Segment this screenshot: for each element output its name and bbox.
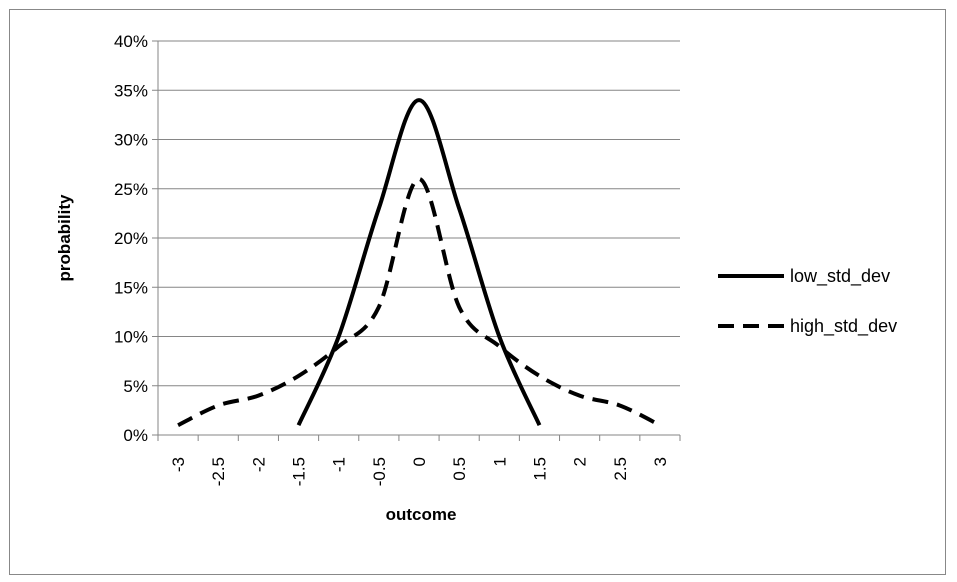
x-tick-label: 0.5	[450, 457, 469, 481]
y-tick-label: 30%	[114, 131, 148, 150]
y-tick-label: 15%	[114, 278, 148, 297]
x-tick-label: 0	[410, 457, 429, 466]
x-tick-label: 1.5	[530, 457, 549, 481]
x-axis-title: outcome	[386, 505, 457, 524]
y-tick-label: 10%	[114, 328, 148, 347]
series-lines	[177, 98, 661, 427]
gridlines	[152, 40, 680, 436]
y-tick-label: 40%	[114, 32, 148, 51]
legend-label: high_std_dev	[790, 316, 897, 337]
x-tick-label: 2.5	[611, 457, 630, 481]
y-axis-title: probability	[55, 194, 74, 281]
y-tick-label: 5%	[123, 377, 148, 396]
x-tick-label: 3	[651, 457, 670, 466]
series-line-high-std-dev	[177, 176, 661, 427]
x-tick-label: 1	[490, 457, 509, 466]
x-tick-label: 2	[571, 457, 590, 466]
x-tick-labels: -3 -2.5 -2 -1.5 -1 -0.5 0 0.5 1 1.5 2 2.5 3	[169, 457, 670, 486]
chart-frame	[9, 9, 946, 575]
x-tick-label: -1.5	[290, 457, 309, 486]
x-tick-label: -0.5	[370, 457, 389, 486]
legend-label: low_std_dev	[790, 266, 890, 287]
y-tick-label: 20%	[114, 229, 148, 248]
series-line-low-std-dev	[296, 98, 542, 426]
x-tick-label: -2.5	[209, 457, 228, 486]
y-tick-label: 35%	[114, 81, 148, 100]
x-tick-label: -2	[249, 457, 268, 472]
x-tick-label: -3	[169, 457, 188, 472]
y-tick-label: 25%	[114, 180, 148, 199]
y-tick-labels: 0% 5% 10% 15% 20% 25% 30% 35% 40%	[114, 32, 148, 445]
x-tick-label: -1	[330, 457, 349, 472]
legend: low_std_dev high_std_dev	[718, 266, 897, 337]
y-tick-label: 0%	[123, 426, 148, 445]
axes	[157, 41, 681, 441]
